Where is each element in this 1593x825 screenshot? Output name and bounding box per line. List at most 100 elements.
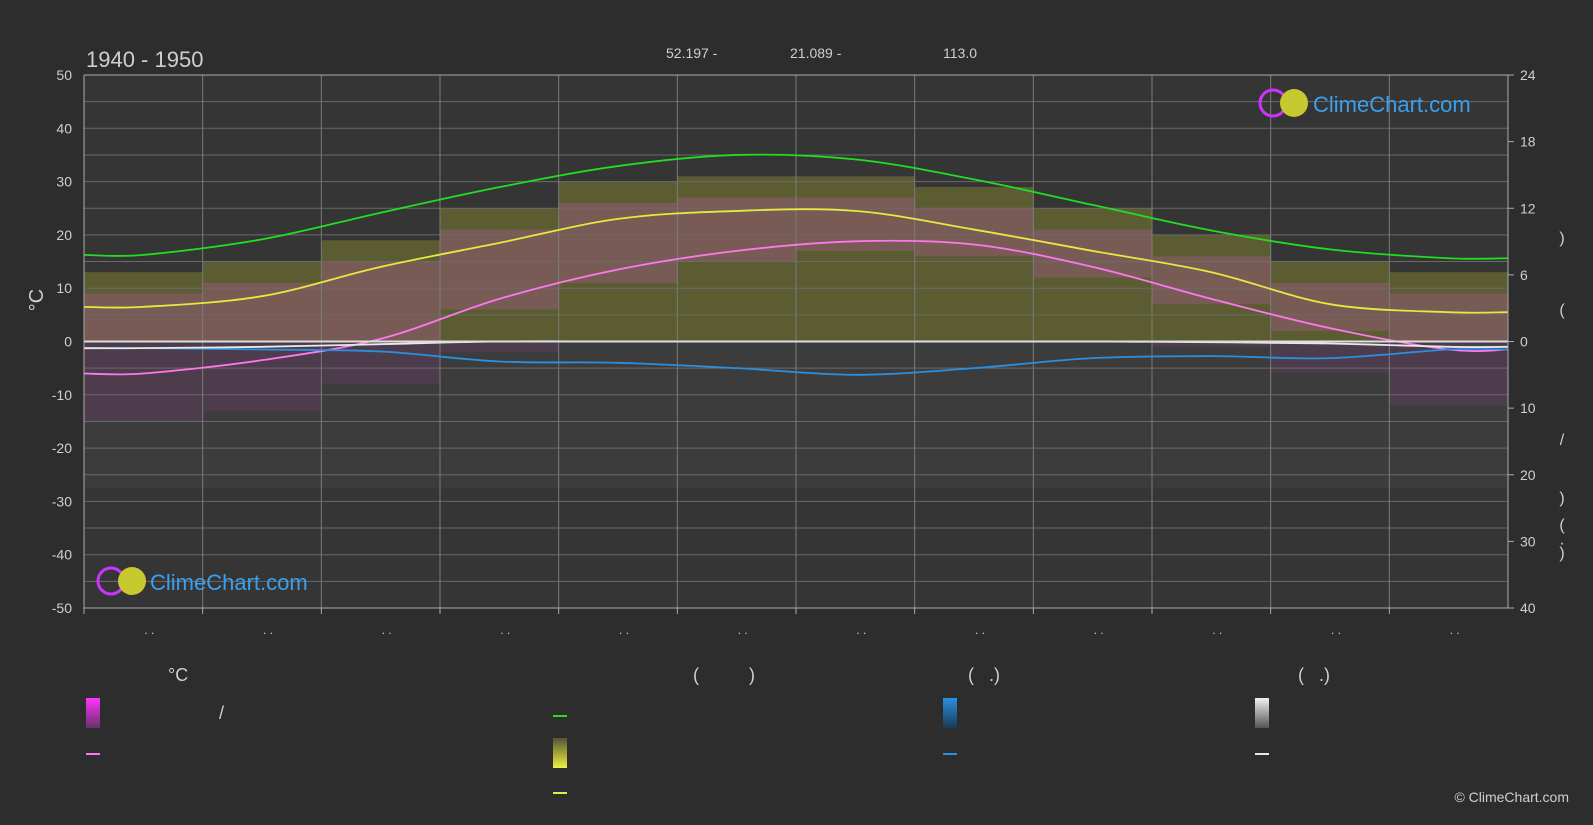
longitude-text: 21.089 -: [790, 45, 842, 61]
band-precip-Oct: [1152, 341, 1272, 489]
legend-text-temp-range: /: [219, 703, 225, 723]
legend-line-sunshine: [553, 792, 567, 794]
ytick-left--40: -40: [52, 547, 72, 563]
band-precip-Apr: [440, 341, 560, 489]
legend-line-daylight: [553, 715, 567, 717]
period-title: 1940 - 1950: [86, 47, 203, 72]
ytick-left--20: -20: [52, 440, 72, 456]
point-rain-May: [617, 362, 619, 364]
point-snow-Jan: [142, 347, 145, 349]
legend-line-mean-temp: [86, 753, 100, 755]
legend-line-rain: [943, 753, 957, 755]
ytick-right-upper-0: 0: [1520, 334, 1528, 350]
xtick-Dec: . .: [1450, 623, 1460, 637]
logo-bottom: ClimeChart.com: [96, 566, 308, 596]
point-mean_temp-Mar: [379, 338, 382, 340]
legend-header-sun: ( ): [693, 665, 755, 685]
band-temp-Mar: [321, 261, 441, 342]
xtick-Oct: . .: [1212, 623, 1222, 637]
point-snow-Nov: [1329, 342, 1331, 345]
point-rain-Dec: [1447, 348, 1450, 351]
point-daylight-Mar: [379, 211, 382, 214]
ytick-right-upper-18: 18: [1520, 134, 1536, 150]
legend-header-temp: °C: [168, 665, 189, 685]
point-snow-Mar: [379, 343, 382, 345]
point-rain-Feb: [261, 348, 263, 351]
series-line-rain: [83, 347, 1509, 376]
band-sunshine-Mar: [321, 240, 441, 342]
band-min-Oct: [1152, 341, 1272, 347]
band-temp-Sep: [1033, 229, 1153, 278]
band-precip-Mar: [321, 341, 441, 489]
point-mean_temp-Aug: [973, 243, 975, 246]
xtick-Jan: . .: [144, 623, 154, 637]
ytick-left-20: 20: [56, 227, 72, 243]
axes: [83, 74, 1514, 614]
elevation-text: 113.0: [943, 45, 977, 61]
legend-swatch-rain: [943, 698, 957, 728]
point-daylight-May: [617, 165, 619, 167]
point-sunshine_temp-Oct: [1210, 271, 1213, 274]
point-sunshine_temp-Nov: [1329, 303, 1331, 305]
band-precip-Feb: [202, 341, 322, 489]
point-mean_temp-Apr: [498, 298, 501, 300]
legend-swatch-sunshine: [553, 738, 567, 768]
ytick-left-30: 30: [56, 174, 72, 190]
ytick-left-40: 40: [56, 120, 72, 136]
point-daylight-Jan: [142, 254, 145, 256]
band-precip-Aug: [914, 341, 1034, 489]
ytick-right-lower-10: 10: [1520, 400, 1536, 416]
xtick-Jun: . .: [738, 623, 748, 637]
tick-labels: 50 40 30 20 10 0 -10 -20 -30 -40 -50 24 18 12 6 0 10 20 30…: [52, 67, 1566, 637]
ytick-left--30: -30: [52, 493, 72, 509]
point-rain-Sep: [1091, 357, 1094, 359]
point-daylight-Jul: [854, 158, 857, 161]
point-sunshine_temp-Jun: [735, 210, 738, 212]
point-mean_temp-Jun: [735, 250, 738, 252]
xtick-May: . .: [619, 623, 629, 637]
ytick-right-upper-24: 24: [1520, 67, 1536, 83]
band-temp-Aug: [914, 208, 1034, 257]
band-precip-Sep: [1033, 341, 1153, 489]
point-daylight-Feb: [261, 238, 263, 241]
point-sunshine_temp-Dec: [1447, 311, 1450, 313]
band-min-Feb: [202, 341, 322, 411]
series-line-mean_temp: [83, 239, 1509, 376]
ytick-left-10: 10: [56, 280, 72, 296]
point-sunshine_temp-Mar: [379, 266, 382, 268]
xtick-Feb: . .: [263, 623, 273, 637]
band-precip-Nov: [1270, 341, 1390, 489]
point-sunshine_temp-Aug: [973, 228, 975, 231]
point-sunshine_temp-Sep: [1091, 250, 1094, 252]
point-daylight-Aug: [973, 178, 975, 181]
right-axis-glyph-1: (: [1559, 302, 1565, 319]
latitude-text: 52.197 -: [666, 45, 718, 61]
ytick-left-50: 50: [56, 67, 72, 83]
band-sunshine-Aug: [914, 186, 1034, 342]
ytick-right-upper-6: 6: [1520, 267, 1528, 283]
y-axis-label-left: °C: [26, 289, 48, 311]
band-min-Mar: [321, 341, 441, 385]
point-sunshine_temp-May: [617, 218, 619, 220]
series-line-daylight: [83, 153, 1509, 260]
band-precip-Jun: [677, 341, 797, 489]
ytick-left-0: 0: [64, 334, 72, 350]
point-mean_temp-Jan: [142, 372, 145, 375]
point-mean_temp-Sep: [1091, 266, 1094, 268]
band-temp-Jun: [677, 197, 797, 262]
band-precip-Jul: [796, 341, 916, 489]
point-daylight-Jun: [735, 154, 738, 156]
point-snow-Dec: [1447, 346, 1450, 348]
logo-top: ClimeChart.com: [1258, 88, 1471, 118]
series-line-sunshine_temp: [83, 208, 1509, 314]
point-rain-Nov: [1329, 357, 1331, 359]
xtick-Jul: . .: [856, 623, 866, 637]
band-precip-Dec: [1389, 341, 1509, 489]
point-daylight-Apr: [498, 186, 501, 188]
point-sunshine_temp-Jan: [142, 306, 145, 308]
point-daylight-Dec: [1447, 257, 1450, 260]
xtick-Mar: . .: [382, 623, 392, 637]
band-sunshine-Sep: [1033, 208, 1153, 342]
band-temp-Nov: [1270, 282, 1390, 331]
band-sunshine-Jul: [796, 176, 916, 342]
